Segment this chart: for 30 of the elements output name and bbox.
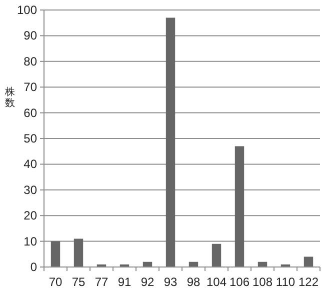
bar [166, 18, 176, 267]
x-tick-label: 104 [206, 275, 227, 289]
x-tick-label: 110 [276, 275, 296, 289]
y-tick-label: 50 [24, 132, 38, 146]
y-tick-label: 0 [30, 260, 38, 274]
y-tick-label: 80 [24, 54, 38, 68]
bar [304, 256, 314, 267]
y-tick-label: 20 [24, 208, 38, 223]
x-tick-label: 98 [186, 275, 200, 289]
x-tick-label: 70 [48, 275, 62, 289]
y-tick-label: 30 [24, 182, 38, 197]
bar [50, 241, 60, 267]
x-tick-label: 91 [118, 275, 132, 289]
y-tick-label: 10 [24, 234, 38, 248]
x-tick-label: 75 [72, 275, 86, 289]
y-tick-label: 90 [24, 28, 38, 43]
bar [74, 238, 84, 267]
bar [212, 244, 222, 267]
y-tick-label: 70 [24, 80, 38, 94]
x-tick-label: 122 [298, 275, 319, 289]
x-tick-label: 108 [252, 275, 273, 289]
x-tick-label: 93 [164, 275, 178, 289]
y-axis-title: 株数 [4, 86, 15, 109]
x-tick-label: 77 [94, 275, 108, 289]
x-tick-label: 92 [140, 275, 154, 289]
y-tick-label: 100 [16, 3, 38, 17]
x-tick-label: 106 [229, 275, 250, 289]
y-tick-label: 40 [24, 157, 38, 172]
bar [234, 146, 244, 267]
y-tick-label: 60 [24, 106, 38, 120]
